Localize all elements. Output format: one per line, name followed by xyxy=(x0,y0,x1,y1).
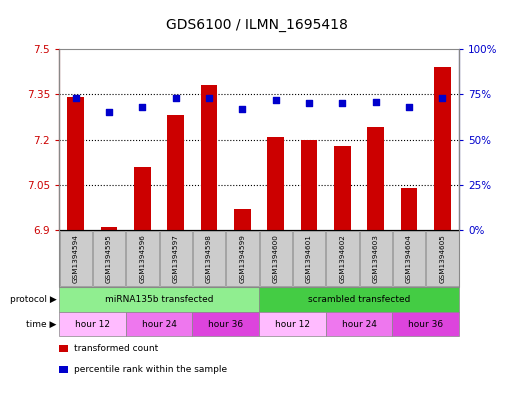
Text: hour 24: hour 24 xyxy=(342,320,377,329)
Text: time ▶: time ▶ xyxy=(26,320,56,329)
Bar xyxy=(334,145,351,230)
Bar xyxy=(101,227,117,230)
Text: GSM1394600: GSM1394600 xyxy=(273,234,279,283)
Text: GSM1394604: GSM1394604 xyxy=(406,234,412,283)
Bar xyxy=(67,97,84,230)
Text: GSM1394595: GSM1394595 xyxy=(106,234,112,283)
Point xyxy=(71,95,80,101)
Text: protocol ▶: protocol ▶ xyxy=(10,295,56,304)
Text: GSM1394596: GSM1394596 xyxy=(140,234,145,283)
Text: scrambled transfected: scrambled transfected xyxy=(308,295,410,304)
Text: transformed count: transformed count xyxy=(74,344,159,353)
Bar xyxy=(234,209,251,230)
Point xyxy=(371,98,380,105)
Text: hour 24: hour 24 xyxy=(142,320,176,329)
Bar xyxy=(267,136,284,230)
Point xyxy=(338,100,346,107)
Text: GSM1394597: GSM1394597 xyxy=(173,234,179,283)
Bar xyxy=(301,140,318,230)
Text: miRNA135b transfected: miRNA135b transfected xyxy=(105,295,213,304)
Text: hour 12: hour 12 xyxy=(75,320,110,329)
Point xyxy=(238,106,246,112)
Point xyxy=(138,104,146,110)
Point xyxy=(271,97,280,103)
Point xyxy=(438,95,446,101)
Text: GSM1394602: GSM1394602 xyxy=(340,234,345,283)
Point xyxy=(105,109,113,116)
Bar xyxy=(134,167,151,230)
Text: GSM1394594: GSM1394594 xyxy=(73,234,78,283)
Bar xyxy=(401,188,418,230)
Bar xyxy=(434,67,451,230)
Text: GSM1394601: GSM1394601 xyxy=(306,234,312,283)
Point xyxy=(405,104,413,110)
Point xyxy=(171,95,180,101)
Point xyxy=(305,100,313,107)
Bar xyxy=(167,116,184,230)
Text: GSM1394598: GSM1394598 xyxy=(206,234,212,283)
Text: GSM1394603: GSM1394603 xyxy=(373,234,379,283)
Text: hour 12: hour 12 xyxy=(275,320,310,329)
Bar xyxy=(201,85,218,230)
Point xyxy=(205,95,213,101)
Text: percentile rank within the sample: percentile rank within the sample xyxy=(74,365,227,374)
Text: GDS6100 / ILMN_1695418: GDS6100 / ILMN_1695418 xyxy=(166,18,347,32)
Bar xyxy=(367,127,384,230)
Text: GSM1394605: GSM1394605 xyxy=(440,234,445,283)
Text: hour 36: hour 36 xyxy=(208,320,243,329)
Text: hour 36: hour 36 xyxy=(408,320,443,329)
Text: GSM1394599: GSM1394599 xyxy=(240,234,245,283)
